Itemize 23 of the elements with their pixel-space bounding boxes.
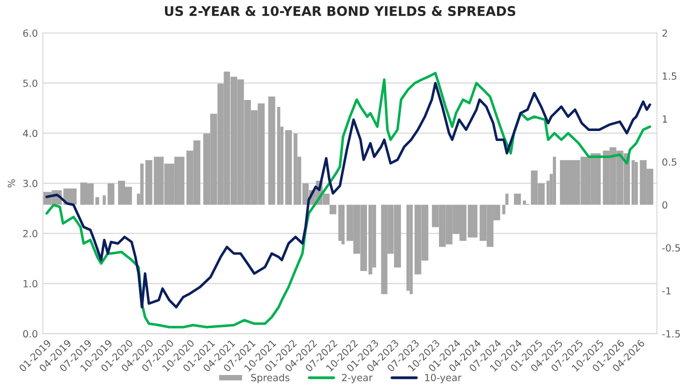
y2-tick-label: 1.5 bbox=[662, 72, 676, 80]
y-tick-label: 5.0 bbox=[23, 80, 38, 87]
chart-title: US 2-YEAR & 10-YEAR BOND YIELDS & SPREADS bbox=[164, 6, 516, 16]
y2-tick-label: 0 bbox=[662, 201, 668, 209]
legend-label: Spreads bbox=[251, 374, 290, 384]
legend-label: 10-year bbox=[425, 374, 462, 384]
y2-tick-label: 2 bbox=[662, 29, 667, 37]
y2-tick-label: 0.5 bbox=[662, 158, 676, 166]
bar bbox=[514, 194, 521, 205]
y2-tick-label: -0.5 bbox=[662, 244, 680, 252]
y2-tick-label: 1 bbox=[662, 116, 668, 123]
y-tick-label: 3.0 bbox=[23, 180, 38, 188]
bar bbox=[330, 204, 336, 214]
y-tick-label: 0.0 bbox=[23, 330, 38, 338]
y-tick-label: 2.0 bbox=[23, 230, 38, 238]
y-tick-label: 1.0 bbox=[24, 280, 38, 288]
y2-tick-label: -1.5 bbox=[662, 330, 680, 338]
y-tick-label: 6.0 bbox=[23, 29, 38, 37]
legend-label: 2-year bbox=[342, 374, 373, 384]
y-axis-title: % bbox=[8, 179, 16, 188]
y2-tick-label: -1 bbox=[662, 287, 671, 294]
bar bbox=[268, 96, 276, 205]
y-tick-label: 4.0 bbox=[22, 130, 38, 138]
